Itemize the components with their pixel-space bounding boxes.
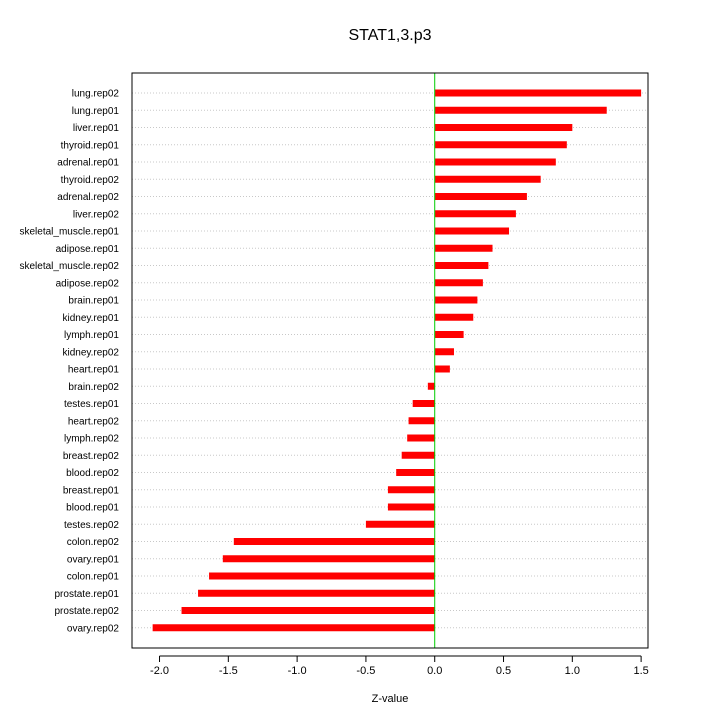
category-label: lung.rep01 [72, 106, 120, 117]
x-tick-label: 1.5 [633, 665, 648, 677]
bar [434, 244, 493, 252]
bar [233, 538, 435, 545]
category-labels: lung.rep02 lung.rep01 liver.rep01 thyroid.r… [20, 89, 120, 635]
category-label: liver.rep02 [73, 209, 120, 220]
bar [434, 313, 474, 321]
category-label: skeletal_muscle.rep01 [20, 227, 120, 238]
bar [434, 331, 464, 338]
bar [365, 520, 435, 528]
bars [152, 89, 642, 632]
bar [387, 486, 435, 494]
category-label: adipose.rep02 [56, 278, 120, 289]
category-label: blood.rep01 [66, 503, 119, 514]
category-label: testes.rep01 [64, 399, 119, 410]
bar [434, 296, 478, 304]
x-tick-label: -1.0 [288, 665, 307, 677]
category-label: heart.rep02 [68, 416, 120, 427]
bar [407, 434, 435, 442]
category-label: thyroid.rep02 [61, 175, 120, 186]
bar [222, 555, 435, 563]
category-label: colon.rep01 [67, 572, 120, 583]
x-axis: -2.0 -1.5 -1.0 -0.5 0.0 0.5 1.0 1.5 [150, 655, 649, 677]
category-label: kidney.rep01 [62, 313, 119, 324]
x-tick-label: 0.0 [427, 665, 442, 677]
x-tick-label: -0.5 [356, 665, 375, 677]
plot-frame [131, 72, 649, 649]
bar [434, 227, 510, 235]
bar [434, 193, 527, 200]
category-label: brain.rep01 [68, 296, 119, 307]
chart-title: STAT1,3.p3 [349, 27, 432, 44]
bar [434, 106, 607, 114]
bar [434, 348, 454, 356]
category-label: lymph.rep01 [64, 330, 119, 341]
category-label: skeletal_muscle.rep02 [20, 261, 120, 272]
x-tick-label: 1.0 [565, 665, 580, 677]
bar [434, 279, 483, 287]
bar [434, 175, 541, 183]
bar [434, 141, 567, 149]
category-label: prostate.rep01 [55, 589, 120, 600]
bar [181, 607, 435, 614]
bar [198, 589, 435, 597]
category-label: adipose.rep01 [56, 244, 120, 255]
category-label: adrenal.rep02 [57, 192, 119, 203]
bar [427, 382, 435, 390]
category-label: kidney.rep02 [62, 347, 119, 358]
category-label: ovary.rep02 [67, 623, 120, 634]
bar [434, 262, 489, 269]
category-label: colon.rep02 [67, 537, 120, 548]
category-label: lymph.rep02 [64, 434, 119, 445]
bar [434, 124, 573, 131]
category-label: brain.rep02 [68, 382, 119, 393]
category-label: heart.rep01 [68, 365, 120, 376]
x-tick-label: 0.5 [496, 665, 511, 677]
bar [387, 503, 435, 511]
bar [408, 417, 435, 425]
bar [434, 365, 450, 373]
x-axis-label: Z-value [372, 693, 409, 705]
bar [434, 89, 642, 97]
bar [434, 158, 556, 166]
bar [401, 451, 435, 459]
x-tick-label: -2.0 [150, 665, 169, 677]
grid-lines [132, 92, 648, 629]
category-label: blood.rep02 [66, 468, 119, 479]
category-label: lung.rep02 [72, 89, 120, 100]
category-label: breast.rep02 [63, 451, 120, 462]
category-label: ovary.rep01 [67, 554, 120, 565]
x-tick-label: -1.5 [219, 665, 238, 677]
category-label: breast.rep01 [63, 485, 120, 496]
category-label: prostate.rep02 [55, 606, 120, 617]
bar [434, 210, 516, 218]
category-label: liver.rep01 [73, 123, 120, 134]
bar [412, 400, 435, 407]
category-label: testes.rep02 [64, 520, 119, 531]
bar [209, 572, 435, 580]
bar [152, 624, 435, 632]
category-label: adrenal.rep01 [57, 158, 119, 169]
bar [396, 469, 435, 476]
category-label: thyroid.rep01 [61, 140, 120, 151]
